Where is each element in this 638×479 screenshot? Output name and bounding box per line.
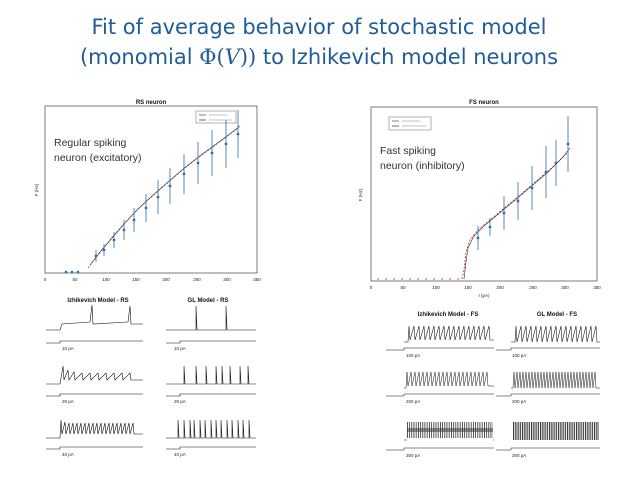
rs-annotation-line-1: Regular spiking — [54, 137, 127, 149]
fs-plot-frame — [370, 106, 598, 282]
phi-symbol: Φ( — [199, 45, 225, 69]
fs-scale-label: 100 pA — [406, 353, 420, 358]
fs-annotation-line-1: Fast spiking — [380, 145, 436, 157]
rs-fit-curve — [87, 125, 241, 269]
fs-annotation-line-2: neuron (inhibitory) — [380, 160, 465, 172]
fs-y-axis-label: F (Hz) — [358, 188, 363, 201]
fs-scale-label: 300 pA — [512, 453, 526, 458]
rs-x-tick: 150 — [132, 277, 140, 282]
rs-trace-header-gl: GL Model - RS — [188, 298, 229, 304]
rs-scale-label: 20 pA — [174, 399, 186, 404]
fs-x-tick: 100 — [432, 285, 440, 290]
fs-traces: Izhikevich Model - FS GL Model - FS 100 … — [386, 312, 600, 458]
rs-x-tick: 300 — [223, 277, 231, 282]
fs-scale-label: 100 pA — [512, 353, 526, 358]
fs-x-tick: 350 — [593, 285, 601, 290]
fs-scale-label: 200 pA — [512, 399, 526, 404]
voltage-variable: V — [224, 45, 240, 69]
rs-x-tick: 250 — [193, 277, 201, 282]
rs-traces: Izhikevich Model - RS GL Model - RS 10 p… — [46, 298, 256, 457]
fs-trace-row-3 — [386, 422, 600, 451]
fs-trace-header-izhikevich: Izhikevich Model - FS — [418, 312, 479, 318]
fs-x-axis-label: I (pA) — [478, 293, 490, 298]
slide-title-line-2: (monomial Φ(V)) to Izhikevich model neur… — [0, 44, 638, 71]
fs-x-tick: 0 — [370, 285, 373, 290]
rs-scale-label: 10 pA — [174, 346, 186, 351]
slide-title-line-1: Fit of average behavior of stochastic mo… — [91, 15, 547, 39]
phi-close: )) — [239, 45, 257, 69]
rs-x-tick: 50 — [72, 277, 78, 282]
rs-x-tick: 100 — [102, 277, 110, 282]
fs-data-points — [476, 116, 570, 250]
fs-fi-plot: FS neuron F (Hz) I (pA) 0 50 100 150 200… — [358, 100, 601, 298]
rs-y-axis-label: F (Hz) — [34, 183, 39, 196]
fs-scale-label: 200 pA — [406, 399, 420, 404]
fs-x-ticks: 0 50 100 150 200 250 300 350 — [370, 285, 602, 290]
rs-fi-plot: RS neuron F (Hz) 0 50 100 150 200 250 30… — [34, 100, 261, 282]
rs-legend-box — [195, 110, 237, 124]
fs-baseline-points — [377, 278, 459, 280]
rs-scale-label: 10 pA — [62, 346, 74, 351]
rs-annotation-line-2: neuron (excitatory) — [54, 152, 142, 164]
rs-x-tick: 350 — [253, 277, 261, 282]
fs-scale-label: 300 pA — [406, 453, 420, 458]
fs-x-tick: 250 — [529, 285, 537, 290]
rs-data-points — [64, 110, 240, 274]
rs-plot-frame — [44, 105, 258, 274]
fs-legend-box — [388, 116, 432, 131]
rs-scale-label: 40 pA — [174, 452, 186, 457]
fs-x-tick: 150 — [464, 285, 472, 290]
rs-trace-header-izhikevich: Izhikevich Model - RS — [67, 298, 128, 304]
rs-scale-label: 20 pA — [62, 399, 74, 404]
fs-x-tick: 200 — [496, 285, 504, 290]
fs-x-tick: 300 — [561, 285, 569, 290]
rs-trace-row-1 — [46, 304, 256, 344]
fs-x-tick: 50 — [400, 285, 406, 290]
fs-fit-curve — [461, 147, 571, 280]
rs-plot-title: RS neuron — [136, 100, 167, 106]
rs-trace-row-2 — [46, 365, 256, 397]
title-suffix: to Izhikevich model neurons — [256, 45, 559, 69]
rs-x-tick: 200 — [162, 277, 170, 282]
rs-x-tick: 0 — [44, 277, 47, 282]
rs-scale-label: 40 pA — [62, 452, 74, 457]
fs-plot-title: FS neuron — [469, 100, 499, 106]
fs-trace-header-gl: GL Model - FS — [537, 312, 577, 318]
rs-trace-row-3 — [46, 419, 256, 450]
fs-trace-row-1 — [386, 325, 600, 351]
rs-x-ticks: 0 50 100 150 200 250 300 350 — [44, 277, 262, 282]
fs-trace-row-2 — [386, 371, 600, 397]
title-prefix: (monomial — [79, 45, 200, 69]
